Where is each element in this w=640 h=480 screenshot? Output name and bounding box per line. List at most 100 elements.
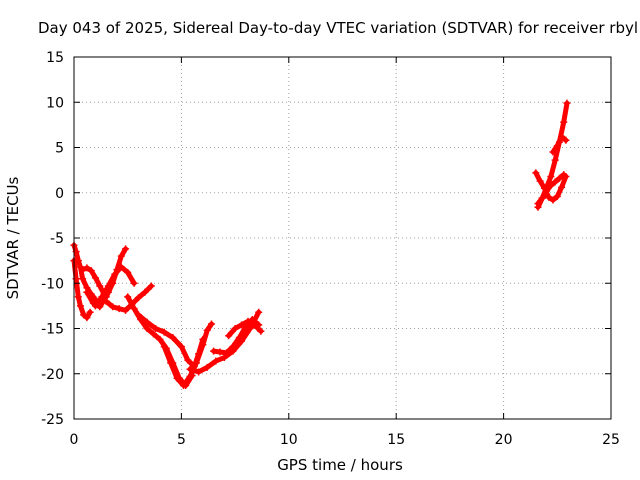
data-point [216,348,224,356]
data-point [83,314,91,322]
data-point [551,156,559,164]
data-point [555,174,563,182]
series-trace [226,318,264,339]
data-point [195,368,203,376]
data-point [235,334,243,342]
data-point [551,178,559,186]
series-track-9 [160,320,215,390]
data-point [167,359,175,367]
x-tick-label: 25 [602,432,620,448]
data-point [104,282,112,290]
data-point [130,305,138,313]
data-point [156,335,164,343]
data-point [229,343,237,351]
data-point [547,172,555,180]
data-point [91,302,99,310]
data-point [149,330,157,338]
series-track-15 [534,171,568,208]
data-point [543,187,551,195]
data-point [124,268,132,276]
series-trace [550,134,569,155]
data-point [109,303,117,311]
data-point [180,382,188,390]
data-point [96,282,104,290]
data-point [560,118,568,126]
y-tick-label: -20 [41,367,64,383]
data-point [74,257,82,265]
data-point [143,318,151,326]
data-point [91,274,99,282]
data-point [76,302,84,310]
data-point [538,194,546,202]
y-tick-label: 10 [46,95,64,111]
data-point [553,192,561,200]
data-point [102,297,110,305]
grid-lines [74,57,611,419]
data-point [147,282,155,290]
data-point [83,264,91,272]
y-tick-label: -15 [41,322,64,338]
data-point [210,347,218,355]
data-point [549,196,557,204]
y-tick-label: 5 [55,141,64,157]
data-point [122,306,130,314]
data-point [223,349,231,357]
data-point [534,200,542,208]
data-point [225,332,233,340]
data-point [141,288,149,296]
x-axis-label: GPS time / hours [277,456,403,474]
data-point [186,372,194,380]
data-point [98,293,106,301]
data-point [134,294,142,302]
data-point [143,325,151,332]
data-point [203,363,211,371]
data-point [558,183,566,191]
data-point [160,343,168,351]
data-point [173,374,181,382]
data-point [86,308,94,316]
y-tick-label: 0 [55,186,64,202]
x-tick-label: 15 [387,432,405,448]
data-point [117,252,125,260]
data-point [244,317,252,325]
x-tick-label: 20 [495,432,513,448]
y-tick-label: -25 [41,412,64,428]
data-point [79,275,87,283]
data-point [212,357,220,365]
data-point [79,266,87,274]
data-point [124,293,132,301]
data-point [545,193,553,201]
data-point [536,177,544,185]
data-point [122,245,130,253]
x-tick-label: 5 [177,432,186,448]
data-series [70,99,571,390]
data-point [130,279,138,287]
data-point [547,182,555,190]
data-point [257,327,265,335]
data-point [184,356,192,364]
axis-ticks: 0 5 10 15 20 25 -25 -20 -15 -10 -5 0 5 10 15 [41,50,620,448]
data-point [177,343,185,351]
data-point [238,321,246,329]
data-point [74,293,82,301]
data-point [532,169,540,177]
data-point [560,171,568,179]
y-tick-label: -5 [50,231,64,247]
data-point [250,321,258,329]
data-point [207,320,215,328]
data-point [117,263,125,271]
data-point [563,99,571,107]
y-axis-label: SDTVAR / TECUs [4,176,22,299]
data-point [231,325,239,332]
data-point [169,334,177,342]
chart-title: Day 043 of 2025, Sidereal Day-to-day VTE… [38,19,638,37]
data-point [111,270,119,278]
series-track-5 [91,263,138,310]
data-point [220,353,228,361]
data-point [83,288,91,296]
data-point [553,142,561,150]
data-point [558,133,566,141]
x-tick-label: 10 [280,432,298,448]
